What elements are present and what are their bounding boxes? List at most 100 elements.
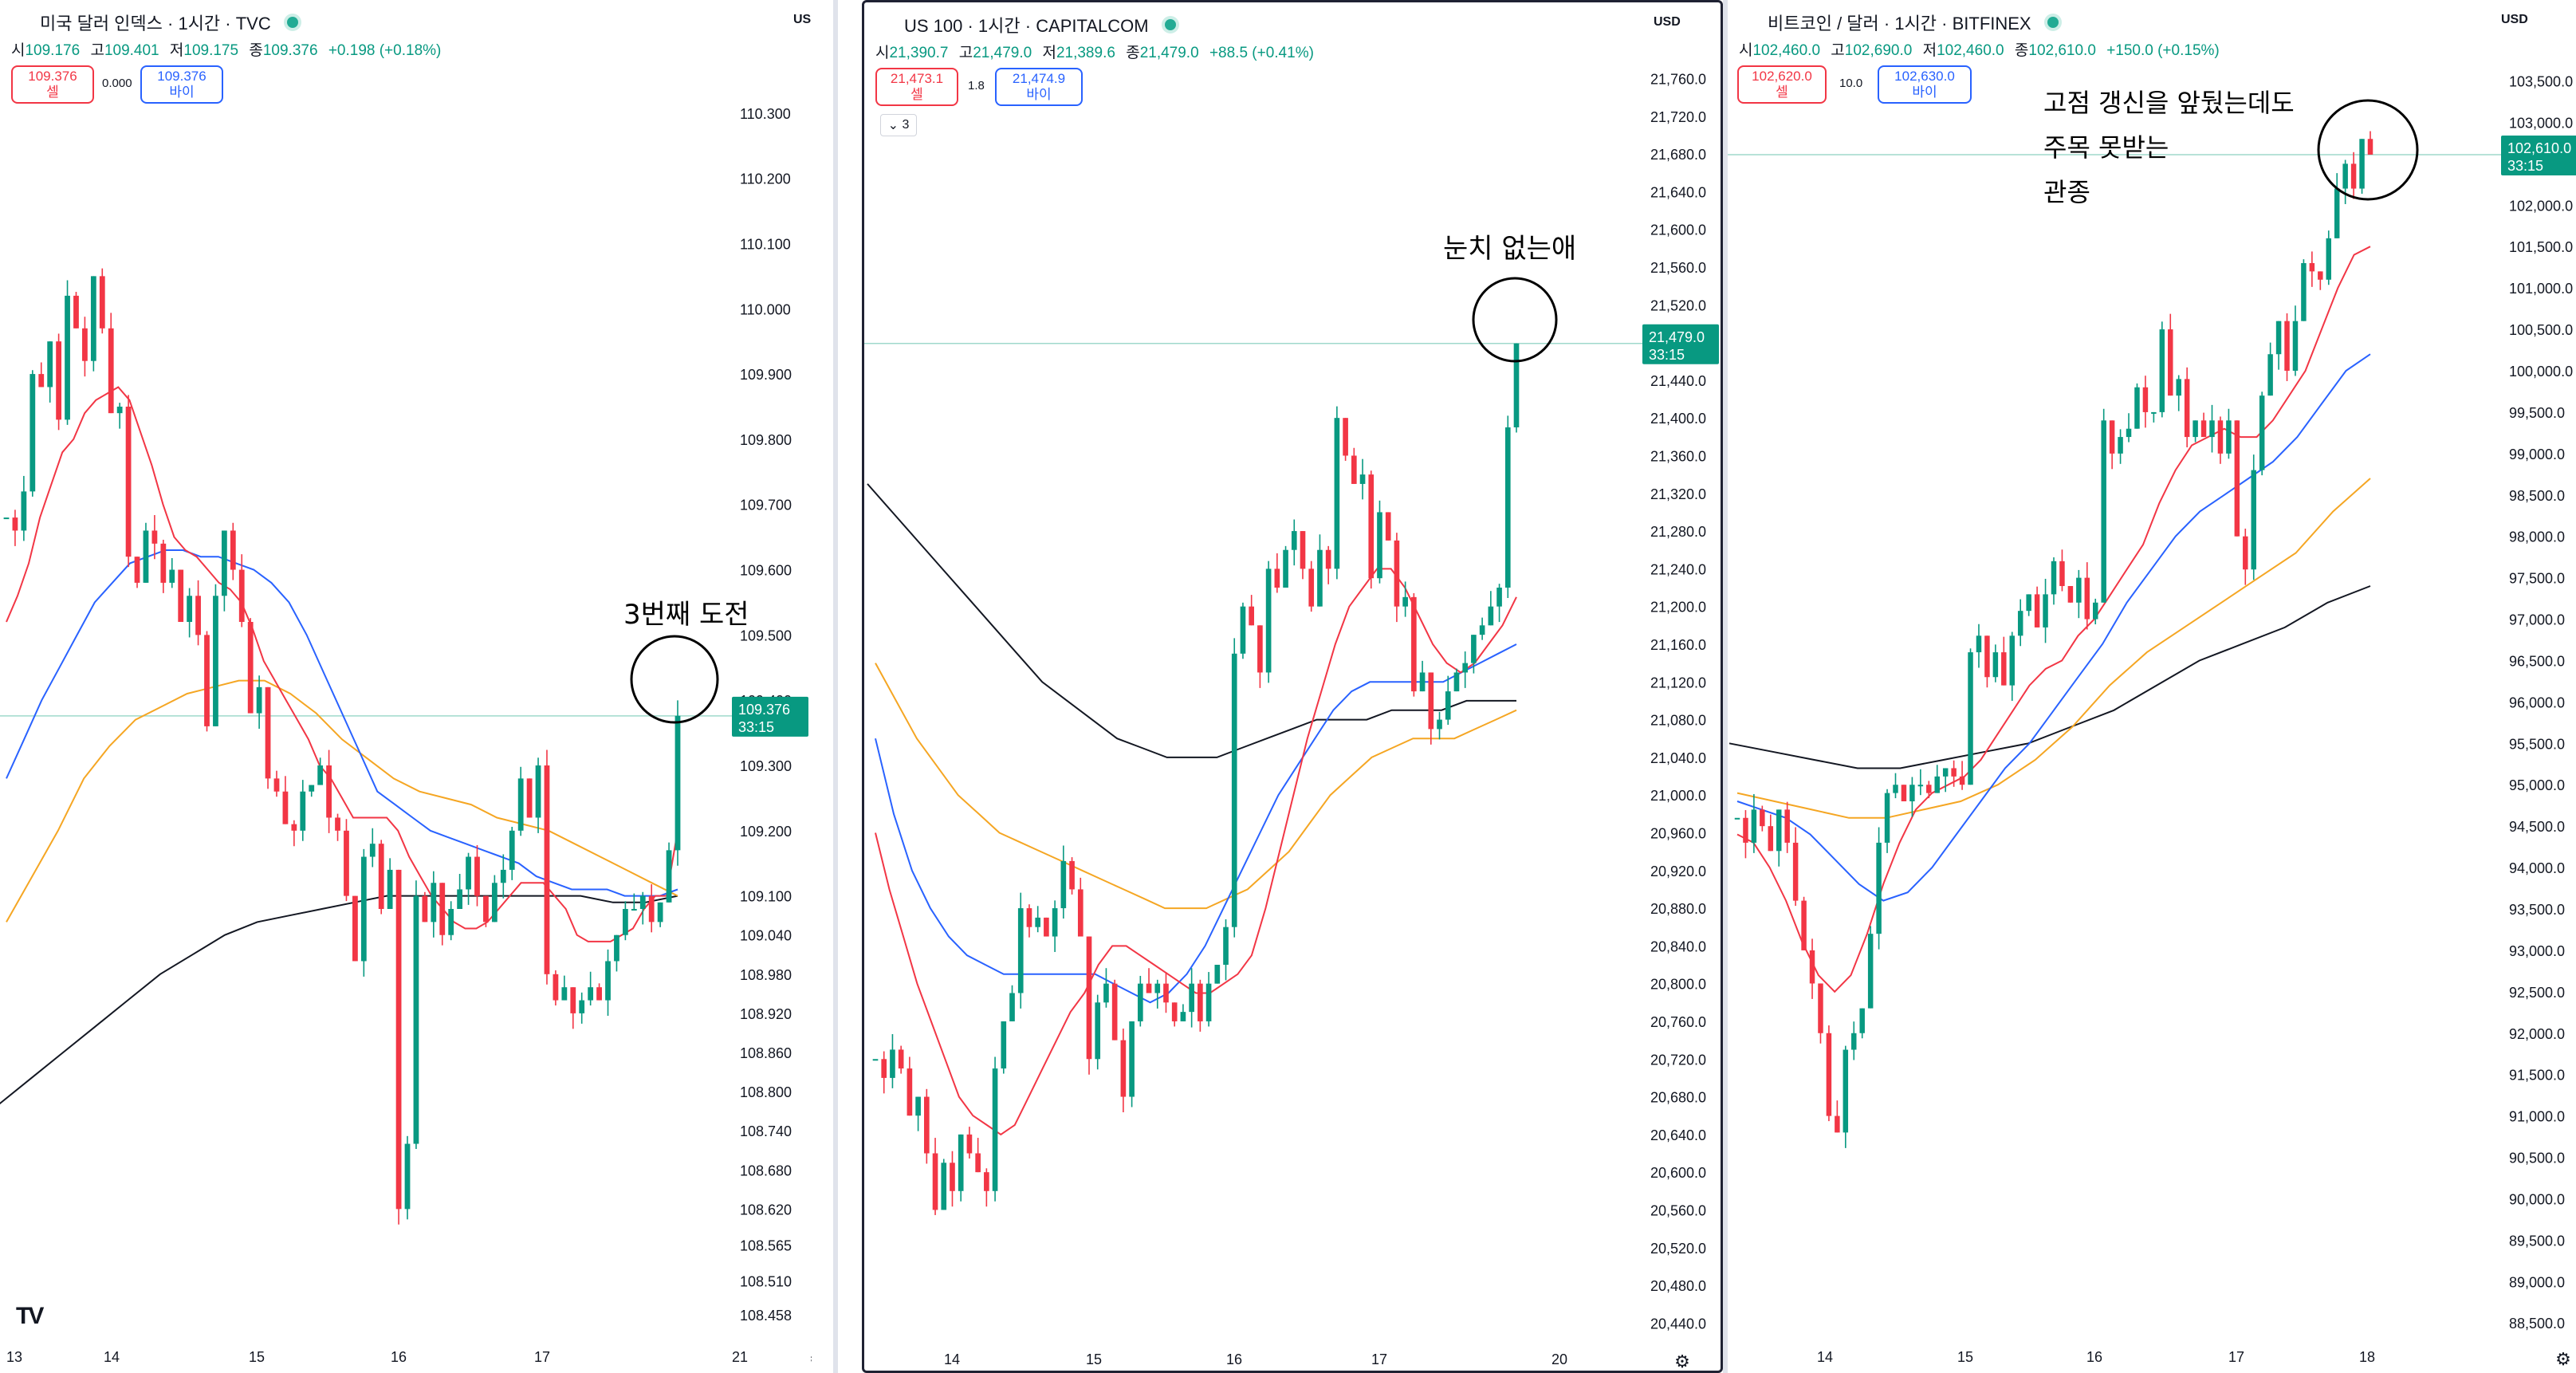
chart-canvas-us100[interactable]: 21,760.0 21,720.0 21,680.0 21,640.0 21,600.0… [864, 2, 1721, 1371]
symbol-title[interactable]: US 100 · 1시간 · CAPITALCOM [904, 16, 1149, 36]
candle [1893, 773, 1898, 799]
candle [2334, 173, 2340, 238]
panel-divider[interactable] [833, 0, 838, 1373]
candle [1801, 896, 1807, 950]
buy-button[interactable]: 109.376 바이 [140, 65, 223, 104]
open-value: 21,390.7 [889, 45, 949, 61]
low-value: 21,389.6 [1056, 45, 1115, 61]
symbol-title[interactable]: 미국 달러 인덱스 · 1시간 · TVC [40, 14, 271, 33]
chart-panel-btc[interactable]: 103,500.0103,000.0102,500.0102,000.0101,… [1728, 0, 2576, 1373]
candle [1951, 760, 1957, 787]
high-value: 21,479.0 [973, 45, 1032, 61]
currency-label[interactable]: USD [1654, 15, 1681, 29]
candle [1488, 591, 1494, 626]
candle [526, 778, 533, 818]
ohlc-readout: 시102,460.0 고102,690.0 저102,460.0 종102,61… [1739, 38, 2226, 60]
candle [2084, 562, 2090, 630]
candle [1001, 1021, 1007, 1074]
y-tick-label: 92,000.0 [2509, 1026, 2565, 1042]
candle [2126, 413, 2132, 443]
y-tick-label: 21,400.0 [1650, 411, 1706, 427]
annotation-circle [2317, 99, 2419, 201]
y-tick-label: 108.920 [740, 1006, 792, 1022]
settings-gear-icon[interactable]: ⚙ [809, 1349, 812, 1369]
y-tick-label: 21,520.0 [1650, 297, 1706, 313]
x-tick-label: 21 [732, 1349, 748, 1365]
candle [1283, 545, 1288, 588]
candle [2059, 549, 2065, 592]
candle [413, 880, 419, 1150]
candle [2184, 367, 2190, 448]
sell-button[interactable]: 109.376 셀 [11, 65, 94, 104]
candle [2301, 259, 2307, 321]
candle [1992, 644, 1999, 683]
x-tick-label: 16 [1226, 1351, 1242, 1367]
candle [2350, 151, 2357, 199]
currency-label[interactable]: USD [2501, 13, 2528, 26]
buy-button[interactable]: 102,630.0 바이 [1878, 65, 1972, 104]
y-tick-label: 108.620 [740, 1202, 792, 1218]
candle [2234, 420, 2240, 537]
settings-gear-icon[interactable]: ⚙ [2555, 1349, 2571, 1369]
candle [1471, 635, 1477, 674]
high-label: 고 [90, 42, 104, 59]
candle [90, 276, 96, 372]
chart-panel-us100[interactable]: 21,760.0 21,720.0 21,680.0 21,640.0 21,600.0… [862, 0, 1723, 1373]
candle [1976, 624, 1982, 668]
chart-canvas-btc[interactable]: 103,500.0103,000.0102,500.0102,000.0101,… [1728, 0, 2576, 1373]
ma-orange-line [6, 679, 678, 923]
y-tick-label: 110.000 [740, 301, 791, 317]
price-tag-countdown: 33:15 [1649, 347, 1685, 363]
ma-blue-line [875, 643, 1517, 1004]
candle [1052, 900, 1058, 952]
annotation-text: 3번째 도전 [623, 599, 749, 631]
candle [1198, 979, 1203, 1032]
high-label: 고 [1831, 42, 1845, 59]
close-value: 102,610.0 [2028, 42, 2096, 59]
buy-button[interactable]: 21,474.9 바이 [995, 68, 1083, 106]
y-tick-label: 20,600.0 [1650, 1165, 1706, 1181]
currency-label[interactable]: USD [793, 13, 812, 26]
candle [1959, 761, 1965, 790]
candle [2342, 159, 2348, 204]
y-tick-label: 97,500.0 [2509, 571, 2565, 587]
y-tick-label: 110.100 [740, 236, 791, 252]
candle [1163, 972, 1169, 1013]
market-open-icon [286, 17, 298, 28]
sell-button[interactable]: 21,473.1 셀 [875, 68, 958, 106]
candle [309, 785, 315, 797]
open-value: 102,460.0 [1752, 42, 1821, 59]
candle [1428, 672, 1434, 745]
price-tag-countdown: 33:15 [2507, 158, 2543, 174]
candle [195, 580, 201, 646]
candle [1274, 553, 1280, 593]
candle [674, 700, 681, 866]
symbol-title[interactable]: 비트코인 / 달러 · 1시간 · BITFINEX [1768, 14, 2031, 33]
y-tick-label: 21,720.0 [1650, 109, 1706, 125]
candle [2326, 230, 2332, 285]
panel-divider[interactable] [1723, 0, 1728, 1373]
buy-label: 바이 [1026, 87, 1052, 102]
chart-canvas-dxy[interactable]: 110.300 110.200 110.100 110.000 109.900 109.8… [0, 0, 812, 1373]
symbol-icon: S [16, 15, 25, 30]
symbol-icon: 100 [877, 20, 893, 30]
settings-gear-icon[interactable]: ⚙ [1674, 1351, 1690, 1371]
candle [1453, 668, 1460, 692]
y-tick-label: 103,500.0 [2509, 74, 2573, 90]
indicators-collapse-button[interactable]: ⌄ 3 [880, 114, 917, 136]
sell-button[interactable]: 102,620.0 셀 [1737, 65, 1827, 104]
candle [1926, 781, 1932, 799]
candle [483, 895, 489, 927]
candle [579, 992, 585, 1024]
ma-black-line [867, 483, 1516, 758]
candle [360, 848, 367, 977]
chart-panel-dxy[interactable]: 110.300 110.200 110.100 110.000 109.900 109.8… [0, 0, 812, 1373]
y-tick-label: 21,680.0 [1650, 147, 1706, 163]
candle [570, 987, 576, 1029]
candle [1377, 500, 1382, 584]
indicator-count: 3 [902, 118, 910, 132]
candle [881, 1051, 887, 1094]
candle [73, 292, 79, 328]
candle [1205, 972, 1212, 1027]
candle [1901, 785, 1907, 801]
